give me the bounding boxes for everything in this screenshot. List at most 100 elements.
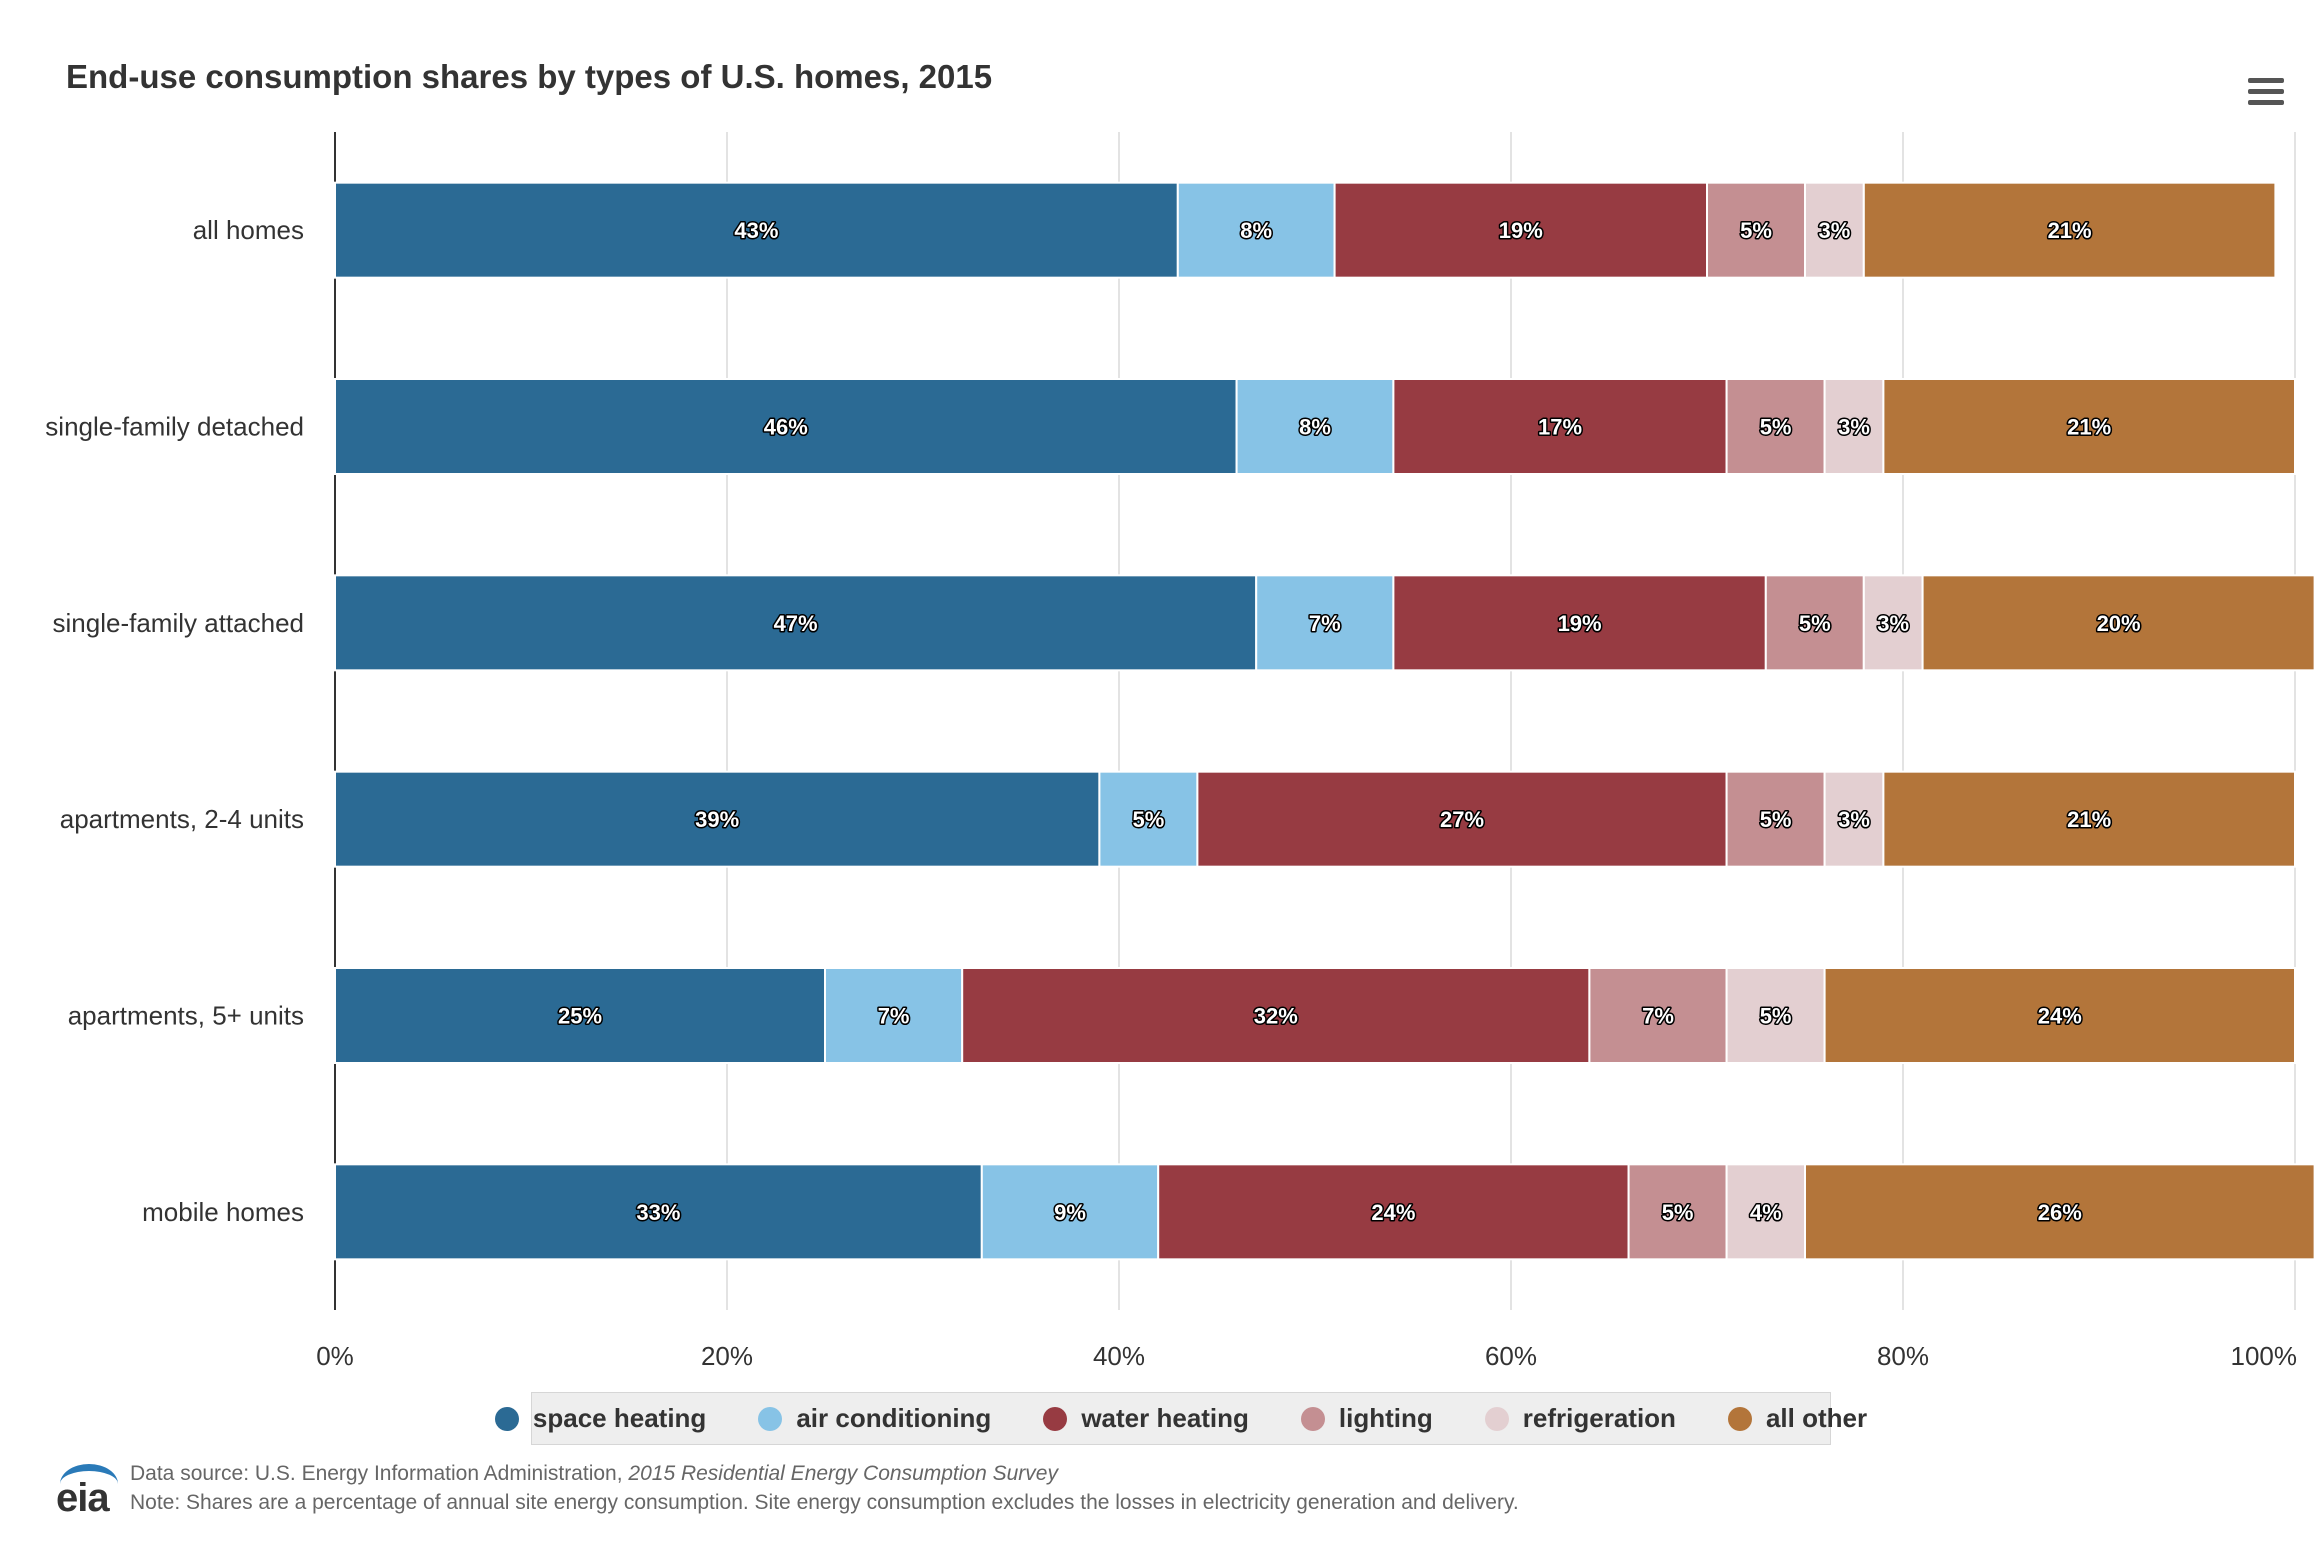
legend-item[interactable]: air conditioning bbox=[758, 1403, 991, 1434]
legend-item[interactable]: refrigeration bbox=[1484, 1403, 1676, 1434]
bar-segment[interactable] bbox=[1333, 181, 1708, 279]
bar-segment[interactable] bbox=[1823, 378, 1885, 475]
data-label: 7% bbox=[878, 1004, 910, 1029]
chart-menu-button[interactable] bbox=[2248, 78, 2284, 108]
bar-segment[interactable] bbox=[334, 770, 1101, 868]
data-label: 39% bbox=[695, 807, 739, 832]
bar-segment[interactable] bbox=[334, 378, 1238, 475]
data-label: 5% bbox=[1133, 807, 1165, 832]
x-tick-label: 60% bbox=[1485, 1341, 1537, 1371]
bar-segment[interactable] bbox=[1823, 967, 2296, 1064]
legend-label: air conditioning bbox=[796, 1403, 992, 1433]
data-label: 3% bbox=[1838, 807, 1870, 832]
legend-label: all other bbox=[1765, 1403, 1868, 1433]
x-tick-label: 80% bbox=[1877, 1341, 1929, 1371]
legend-item[interactable]: all other bbox=[1727, 1403, 1868, 1434]
data-label: 3% bbox=[1877, 611, 1909, 636]
hamburger-menu-icon bbox=[2248, 78, 2284, 83]
eia-logo-text: eia bbox=[56, 1476, 110, 1520]
y-category-label: apartments, 5+ units bbox=[68, 1001, 304, 1031]
data-source: Data source: U.S. Energy Information Adm… bbox=[130, 1462, 1058, 1486]
data-label: 7% bbox=[1309, 611, 1341, 636]
data-label: 17% bbox=[1538, 415, 1582, 440]
legend-item[interactable]: space heating bbox=[494, 1403, 707, 1434]
legend-label: space heating bbox=[532, 1403, 707, 1433]
x-tick-label: 20% bbox=[701, 1341, 753, 1371]
legend-swatch-icon bbox=[1300, 1406, 1325, 1431]
data-label: 43% bbox=[734, 218, 778, 243]
data-label: 5% bbox=[1760, 1004, 1792, 1029]
bar-segment[interactable] bbox=[1157, 1163, 1630, 1261]
bar-segment[interactable] bbox=[1862, 181, 2277, 279]
y-category-label: apartments, 2-4 units bbox=[60, 804, 304, 834]
data-label: 7% bbox=[1642, 1004, 1674, 1029]
bar-segment[interactable] bbox=[1725, 378, 1826, 475]
bar-segment[interactable] bbox=[1235, 378, 1395, 475]
bar-segment[interactable] bbox=[1706, 181, 1806, 279]
bar-segment[interactable] bbox=[334, 574, 1258, 672]
legend-label: lighting bbox=[1338, 1403, 1433, 1433]
x-tick-label: 0% bbox=[316, 1341, 354, 1371]
bar-segment[interactable] bbox=[1725, 967, 1826, 1064]
legend-swatch-icon bbox=[1484, 1406, 1509, 1431]
y-category-label: mobile homes bbox=[142, 1197, 304, 1227]
bar-segment[interactable] bbox=[1196, 770, 1728, 868]
legend-swatch-icon bbox=[494, 1406, 519, 1431]
bar-segment[interactable] bbox=[1588, 967, 1728, 1064]
data-label: 3% bbox=[1838, 415, 1870, 440]
bar-segment[interactable] bbox=[1764, 574, 1865, 672]
data-label: 24% bbox=[2038, 1004, 2082, 1029]
data-label: 19% bbox=[1558, 611, 1602, 636]
bar-segment[interactable] bbox=[1882, 378, 2297, 475]
data-label: 33% bbox=[636, 1200, 680, 1225]
data-label: 24% bbox=[1371, 1200, 1415, 1225]
chart-legend: space heating air conditioning water heati… bbox=[494, 1392, 1867, 1445]
bar-segment[interactable] bbox=[1862, 574, 1924, 672]
data-label: 47% bbox=[774, 611, 818, 636]
bar-segment[interactable] bbox=[1804, 1163, 2316, 1261]
bar-segment[interactable] bbox=[1882, 770, 2297, 868]
data-label: 21% bbox=[2067, 807, 2111, 832]
y-category-label: single-family detached bbox=[45, 412, 304, 442]
data-label: 20% bbox=[2097, 611, 2141, 636]
bar-segment[interactable] bbox=[1725, 1163, 1806, 1261]
legend-swatch-icon bbox=[1727, 1406, 1752, 1431]
bar-segment[interactable] bbox=[1392, 574, 1767, 672]
eia-logo: eia bbox=[56, 1462, 122, 1520]
data-source-title: 2015 Residential Energy Consumption Surv… bbox=[628, 1462, 1058, 1485]
data-source-prefix: Data source: U.S. Energy Information Adm… bbox=[130, 1462, 629, 1485]
data-label: 9% bbox=[1054, 1200, 1086, 1225]
data-label: 21% bbox=[2067, 415, 2111, 440]
data-label: 8% bbox=[1299, 415, 1331, 440]
legend-item[interactable]: water heating bbox=[1043, 1403, 1249, 1434]
y-category-label: single-family attached bbox=[53, 608, 304, 638]
bar-segment[interactable] bbox=[824, 967, 964, 1064]
legend-item[interactable]: lighting bbox=[1300, 1403, 1433, 1434]
bar-segment[interactable] bbox=[961, 967, 1591, 1064]
y-category-label: all homes bbox=[193, 215, 304, 245]
bar-segment[interactable] bbox=[1098, 770, 1199, 868]
data-label: 5% bbox=[1799, 611, 1831, 636]
chart-note: Note: Shares are a percentage of annual … bbox=[130, 1491, 1519, 1514]
data-label: 25% bbox=[558, 1004, 602, 1029]
bar-segment[interactable] bbox=[1804, 181, 1865, 279]
legend-label: refrigeration bbox=[1522, 1403, 1676, 1433]
legend-swatch-icon bbox=[1043, 1406, 1068, 1431]
bar-segment[interactable] bbox=[334, 967, 826, 1064]
legend-label: water heating bbox=[1081, 1403, 1249, 1433]
bar-segment[interactable] bbox=[1176, 181, 1336, 279]
bar-segment[interactable] bbox=[1392, 378, 1728, 475]
data-label: 32% bbox=[1254, 1004, 1298, 1029]
data-label: 21% bbox=[2048, 218, 2092, 243]
data-label: 3% bbox=[1819, 218, 1851, 243]
data-label: 27% bbox=[1440, 807, 1484, 832]
chart-plot: 0% 20% 40% 60% 80% 100% all homes 43% 8% 19% 5% 3% 2… bbox=[45, 132, 2316, 1371]
data-label: 8% bbox=[1240, 218, 1272, 243]
eia-logo-arc bbox=[60, 1464, 118, 1504]
bar-segment[interactable] bbox=[1921, 574, 2316, 672]
chart-title: End-use consumption shares by types of U… bbox=[66, 58, 993, 95]
data-label: 19% bbox=[1499, 218, 1543, 243]
bar-segment[interactable] bbox=[1255, 574, 1395, 672]
x-tick-label: 40% bbox=[1093, 1341, 1145, 1371]
data-label: 4% bbox=[1750, 1200, 1782, 1225]
